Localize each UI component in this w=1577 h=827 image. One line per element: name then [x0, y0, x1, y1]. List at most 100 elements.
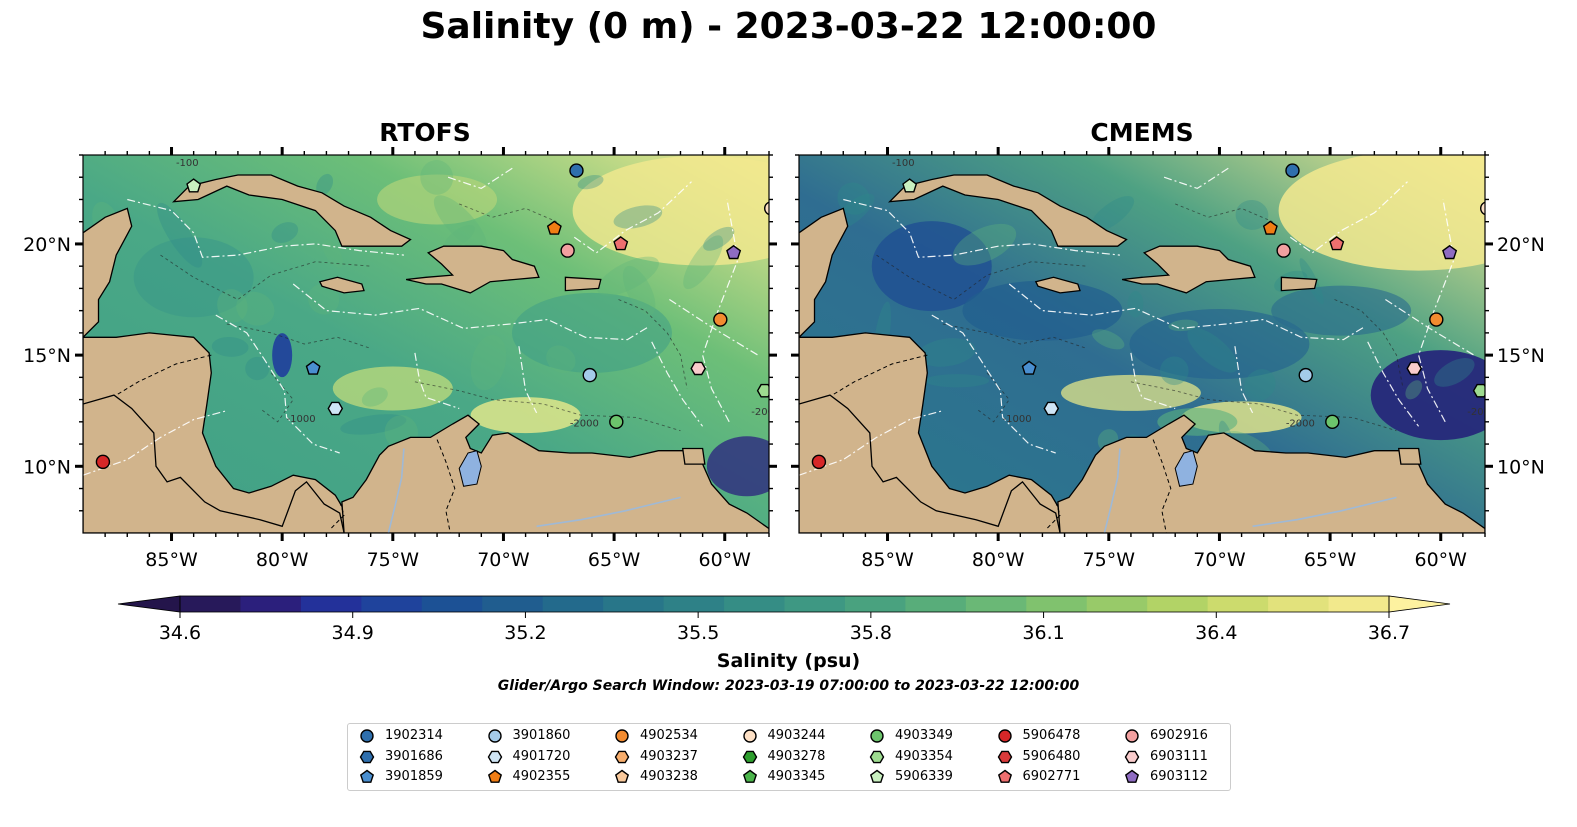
- hexagon-marker-icon: [614, 750, 630, 763]
- float-marker-4903244: [764, 201, 769, 216]
- legend-marker-6903112: [1124, 769, 1140, 783]
- country-border: [436, 439, 456, 533]
- salinity-eddy: [703, 226, 735, 251]
- contour-label: -2000: [1467, 407, 1496, 418]
- eez-boundary: [447, 167, 513, 190]
- land-hispaniola: [405, 245, 540, 294]
- float-legend: 1902314 3901686 3901859 3901860 4901720 49023…: [347, 723, 1231, 791]
- salinity-eddy: [420, 160, 454, 195]
- eez-boundary: [843, 198, 1120, 258]
- salinity-feature: [871, 221, 992, 312]
- float-marker-6903112: [1442, 244, 1458, 260]
- float-marker-4902534: [1429, 312, 1444, 327]
- legend-label: 3901860: [512, 728, 571, 743]
- river: [1252, 496, 1397, 528]
- legend-label: 1902314: [385, 728, 443, 743]
- salinity-eddy: [683, 235, 724, 290]
- float-marker-3901860: [582, 367, 597, 383]
- pentagon-marker-icon: [614, 769, 630, 783]
- legend-marker-4901720: [487, 750, 502, 763]
- legend-item-4903238: 4903238: [613, 768, 698, 786]
- bathymetry-contour: [160, 254, 371, 301]
- land-south: [341, 414, 769, 533]
- land-cuba: [887, 174, 1128, 247]
- colorbar-segment: [1086, 596, 1148, 612]
- legend-label: 5906339: [895, 769, 953, 784]
- legend-label: 4903278: [767, 748, 826, 764]
- circle-marker-icon: [742, 729, 757, 743]
- colorbar-segment: [1207, 596, 1269, 612]
- salinity-eddy: [1235, 199, 1269, 230]
- colorbar-tick-label: 34.9: [331, 622, 374, 644]
- country-border: [115, 354, 212, 396]
- float-marker-4902355: [546, 220, 562, 235]
- salinity-feature: [377, 174, 498, 225]
- float-marker-6903112: [726, 244, 742, 260]
- legend-marker-4902534: [615, 729, 629, 743]
- salinity-eddy: [444, 224, 475, 249]
- map-frame: [82, 154, 770, 534]
- country-border: [831, 354, 928, 396]
- legend-label: 4903244: [767, 728, 826, 743]
- salinity-eddy: [157, 202, 203, 268]
- float-marker-6902771: [1329, 236, 1345, 251]
- pentagon-marker-icon: [487, 769, 502, 783]
- float-marker-1902314: [1285, 163, 1300, 178]
- legend-label: 4902355: [512, 769, 571, 784]
- map-panel-cmems: -100 -1000 -2000 -2000 85°W 80°W 75°W 70°W 65°W 6…: [791, 147, 1545, 571]
- land-yucatan: [799, 207, 849, 339]
- legend-marker-6902916: [1125, 729, 1139, 743]
- float-marker-5906339: [902, 178, 918, 193]
- salinity-eddy: [1160, 356, 1189, 386]
- float-marker-5906478: [95, 454, 111, 470]
- legend-label: 6902771: [1022, 769, 1081, 784]
- lon-tick-label: 60°W: [1415, 549, 1468, 571]
- float-marker-4903349: [1325, 414, 1340, 430]
- colorbar-segment: [603, 596, 665, 612]
- legend-label: 5906478: [1022, 728, 1081, 743]
- legend-item-5906339: 5906339: [868, 768, 953, 786]
- map-panel-rtofs: -100 -1000 -2000 -2000 85°W 80°W 75°W 70°W 65°W 6…: [23, 147, 777, 571]
- colorbar-tick-label: 35.2: [504, 622, 547, 644]
- salinity-eddy: [211, 336, 249, 357]
- circle-marker-icon: [360, 729, 374, 743]
- float-marker-6903111: [690, 361, 707, 376]
- hexagon-marker-icon: [487, 750, 502, 763]
- legend-marker-6903111: [1124, 750, 1140, 763]
- legend-item-4903354: 4903354: [868, 748, 953, 766]
- contour-label: -100: [892, 158, 915, 169]
- colorbar-tick-label: 35.8: [849, 622, 892, 644]
- legend-marker-4903244: [742, 729, 757, 743]
- legend-item-3901860: 3901860: [486, 727, 571, 745]
- colorbar-segment: [784, 596, 846, 612]
- lat-tick-label: 15°N: [23, 345, 71, 367]
- salinity-eddy: [340, 414, 407, 435]
- colorbar-label: Salinity (psu): [716, 650, 861, 672]
- panel-title-rtofs: RTOFS: [379, 118, 471, 147]
- lat-tick-label: 20°N: [1497, 234, 1545, 256]
- circle-marker-icon: [997, 729, 1012, 743]
- lon-tick-label: 85°W: [145, 549, 198, 571]
- legend-item-6902771: 6902771: [996, 768, 1081, 786]
- salinity-eddy: [613, 205, 663, 229]
- bathymetry-contour: [876, 254, 1087, 301]
- float-marker-5906478: [811, 454, 827, 470]
- lake-maracaibo: [458, 450, 482, 487]
- float-marker-6902916: [560, 243, 575, 258]
- river: [387, 448, 405, 533]
- legend-marker-1902314: [360, 729, 374, 743]
- legend-label: 3901859: [385, 769, 443, 784]
- salinity-feature: [470, 397, 581, 434]
- eez-boundary: [651, 341, 704, 427]
- country-border: [1152, 439, 1172, 533]
- eez-boundary: [573, 181, 692, 254]
- salinity-eddy: [577, 174, 604, 190]
- salinity-eddy: [1187, 327, 1238, 373]
- salinity-eddy: [917, 338, 976, 367]
- map-frame: [798, 154, 1486, 534]
- salinity-eddy: [1405, 380, 1423, 400]
- colorbar-segment: [1268, 596, 1330, 612]
- eez-boundary: [931, 314, 1056, 454]
- contour-label: -1000: [287, 414, 316, 425]
- float-marker-4901720: [327, 401, 344, 416]
